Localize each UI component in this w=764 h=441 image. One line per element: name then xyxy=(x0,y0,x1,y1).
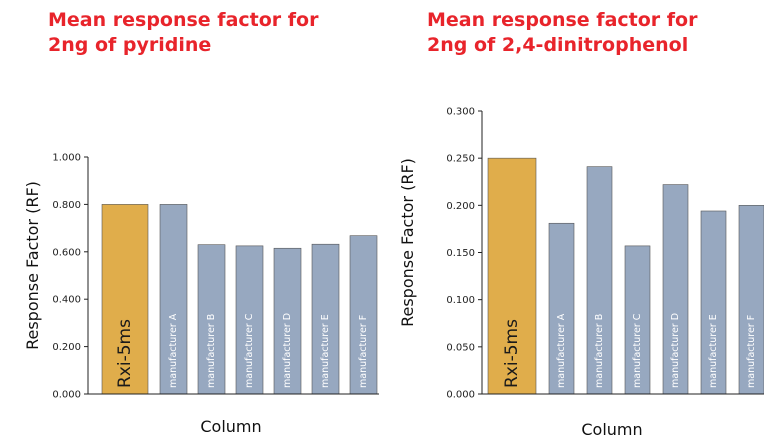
bar-label: manufacturer F xyxy=(746,315,757,388)
bar-rxi-5ms xyxy=(101,204,149,395)
x-axis-label: Column xyxy=(200,417,261,436)
bar-label: manufacturer A xyxy=(168,313,179,388)
bar-label: manufacturer D xyxy=(670,313,681,388)
y-tick-label: 0.600 xyxy=(52,247,81,258)
y-tick-label: 0.800 xyxy=(52,200,81,211)
y-tick-label: 0.200 xyxy=(52,342,81,353)
chart-title-dinitrophenol: Mean response factor for 2ng of 2,4-dini… xyxy=(427,8,727,58)
bar-manufacturer-c xyxy=(235,245,264,395)
bar-manufacturer-b xyxy=(197,244,226,395)
y-tick-label: 0.000 xyxy=(446,390,475,401)
chart-title-line-2: 2ng of pyridine xyxy=(48,34,212,56)
y-tick-label: 0.150 xyxy=(446,248,475,259)
chart-title-line-2: 2ng of 2,4-dinitrophenol xyxy=(427,34,689,56)
x-axis-label: Column xyxy=(581,420,642,439)
chart-title-line-1: Mean response factor for xyxy=(48,9,319,31)
bar-label: manufacturer E xyxy=(320,314,331,388)
y-tick-label: 0.300 xyxy=(446,107,475,118)
bar-manufacturer-b xyxy=(586,166,613,395)
y-axis-label: Response Factor (RF) xyxy=(398,158,417,327)
y-tick-label: 0.100 xyxy=(446,295,475,306)
bar-label: manufacturer B xyxy=(594,314,605,388)
bar-label: manufacturer C xyxy=(244,313,255,388)
bar-label: manufacturer E xyxy=(708,314,719,388)
y-tick-label: 0.050 xyxy=(446,342,475,353)
chart-title-line-1: Mean response factor for xyxy=(427,9,698,31)
bar-label: manufacturer D xyxy=(282,313,293,388)
y-tick-label: 1.000 xyxy=(52,153,81,164)
bar-label: Rxi-5ms xyxy=(115,319,135,388)
bar-manufacturer-a xyxy=(159,204,188,395)
bar-manufacturer-d xyxy=(273,247,302,395)
bar-manufacturer-e xyxy=(700,210,727,395)
y-tick-label: 0.250 xyxy=(446,154,475,165)
bar-label: Rxi-5ms xyxy=(502,319,522,388)
y-axis-label: Response Factor (RF) xyxy=(23,181,42,350)
bar-manufacturer-d xyxy=(662,184,689,395)
y-tick-label: 0.400 xyxy=(52,295,81,306)
bar-label: manufacturer C xyxy=(632,313,643,388)
bar-manufacturer-f xyxy=(738,205,764,395)
bar-manufacturer-f xyxy=(349,235,378,395)
bar-rxi-5ms xyxy=(487,157,537,395)
bar-label: manufacturer F xyxy=(358,315,369,388)
chart-title-pyridine: Mean response factor for 2ng of pyridine xyxy=(48,8,348,58)
bar-manufacturer-e xyxy=(311,243,340,395)
bar-label: manufacturer A xyxy=(556,313,567,388)
y-tick-label: 0.200 xyxy=(446,201,475,212)
bar-label: manufacturer B xyxy=(206,314,217,388)
bar-manufacturer-c xyxy=(624,245,651,395)
y-tick-label: 0.000 xyxy=(52,390,81,401)
bar-manufacturer-a xyxy=(548,222,575,395)
